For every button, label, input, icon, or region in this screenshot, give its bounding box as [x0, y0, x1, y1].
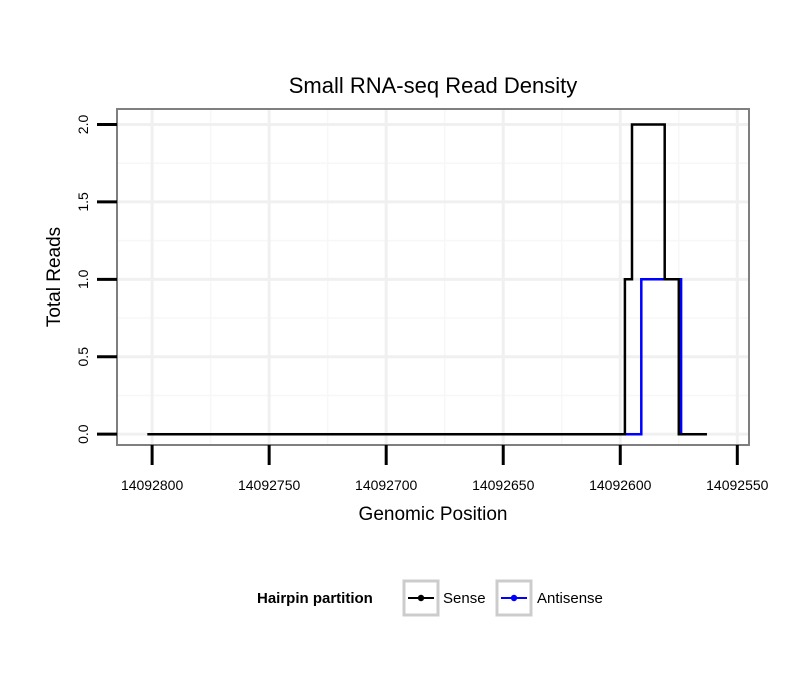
legend-key-point — [510, 594, 518, 602]
x-tick-label: 14092600 — [589, 477, 652, 493]
grid — [118, 110, 748, 444]
series-lines — [147, 123, 707, 436]
y-tick-label: 1.5 — [75, 192, 91, 212]
chart-title: Small RNA-seq Read Density — [289, 73, 578, 98]
y-tick-label: 0.5 — [75, 347, 91, 367]
axes: 14092800 14092750 14092700 14092650 14092600… — [75, 115, 769, 493]
x-tick-label: 14092650 — [472, 477, 535, 493]
legend: Hairpin partition Sense Antisense — [257, 579, 603, 617]
legend-key-point — [417, 594, 425, 602]
x-tick-label: 14092550 — [706, 477, 769, 493]
legend-label: Antisense — [537, 590, 603, 607]
x-tick-label: 14092800 — [121, 477, 184, 493]
series-line-sense — [147, 123, 707, 436]
x-tick-label: 14092700 — [355, 477, 418, 493]
legend-item-sense: Sense — [402, 579, 486, 617]
y-tick-label: 0.0 — [75, 424, 91, 444]
legend-title: Hairpin partition — [257, 590, 373, 607]
plot-panel — [116, 108, 750, 446]
y-tick-label: 2.0 — [75, 115, 91, 135]
x-tick-label: 14092750 — [238, 477, 301, 493]
legend-label: Sense — [443, 590, 486, 607]
x-axis-title: Genomic Position — [359, 504, 508, 525]
y-tick-label: 1.0 — [75, 269, 91, 289]
y-axis-title: Total Reads — [44, 227, 65, 327]
legend-item-antisense: Antisense — [495, 579, 603, 617]
